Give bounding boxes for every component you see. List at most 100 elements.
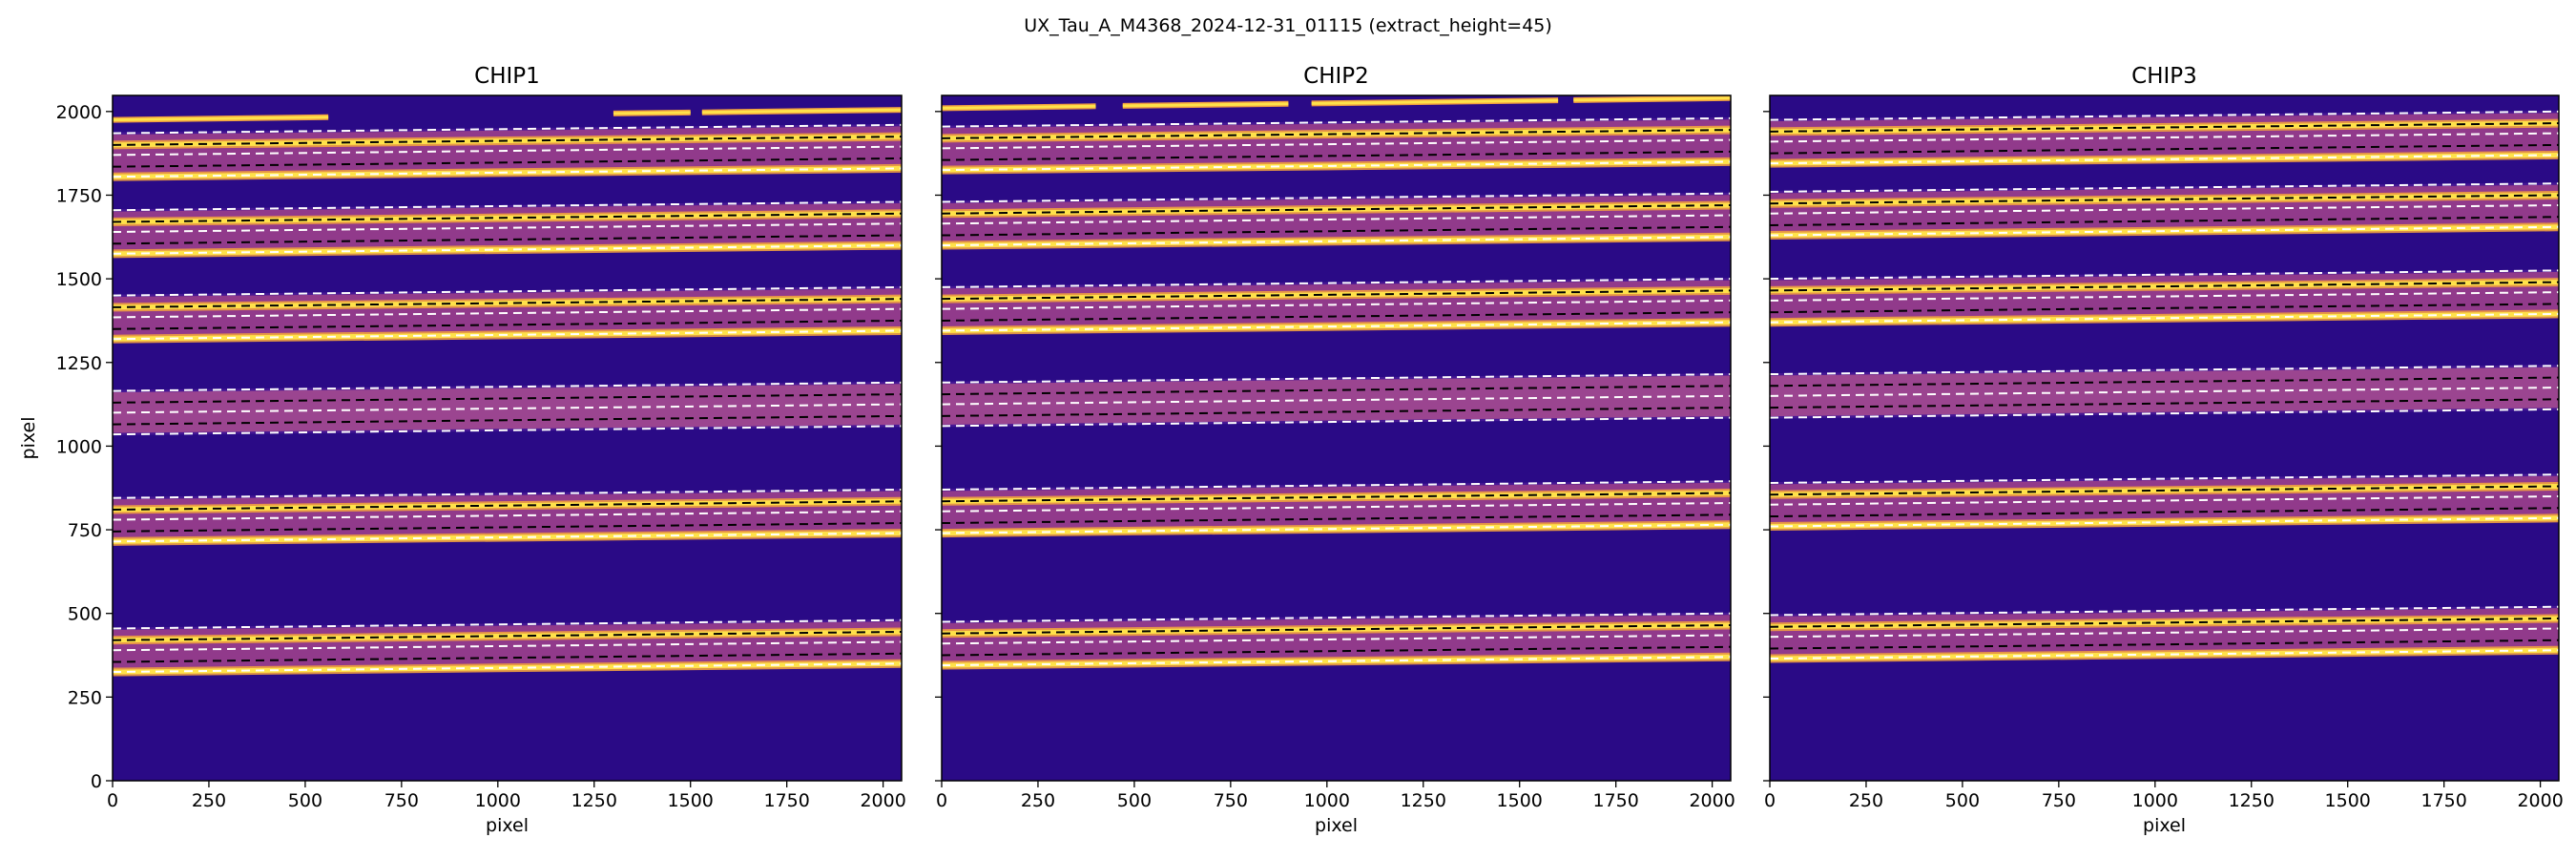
- x-tick-label: 500: [288, 790, 322, 811]
- x-tick-label: 0: [936, 790, 947, 811]
- extraction-line-1-2: [113, 510, 902, 521]
- extraction-line-0-2: [113, 640, 902, 652]
- extraction-line-5-2: [942, 138, 1731, 150]
- extraction-line-5-4: [1770, 110, 2559, 121]
- x-tick-label: 500: [1117, 790, 1152, 811]
- x-tick-label: 1000: [2132, 790, 2178, 811]
- extraction-line-4-2: [942, 214, 1731, 225]
- extraction-line-2-0: [113, 425, 902, 436]
- extraction-line-2-2: [113, 403, 902, 414]
- extraction-line-2-3: [113, 393, 902, 404]
- extraction-line-3-0: [113, 329, 902, 341]
- extraction-line-4-3: [113, 212, 902, 223]
- extraction-line-5-4: [113, 123, 902, 135]
- extraction-line-5-0: [113, 167, 902, 178]
- extraction-line-3-4: [942, 278, 1731, 288]
- y-tick-label: 1000: [56, 436, 102, 457]
- extraction-line-1-0: [113, 532, 902, 543]
- extraction-line-4-2: [1770, 203, 2559, 215]
- top-streak-3: [1573, 96, 1731, 102]
- extraction-line-2-1: [113, 414, 902, 426]
- extraction-line-0-4: [113, 618, 902, 630]
- extraction-line-2-4: [1770, 365, 2559, 376]
- x-tick-label: 1500: [1497, 790, 1543, 811]
- image-content: [1770, 110, 2559, 663]
- figure-suptitle: UX_Tau_A_M4368_2024-12-31_01115 (extract…: [1024, 15, 1552, 36]
- top-streak-2: [1311, 98, 1559, 105]
- x-tick-label: 750: [384, 790, 419, 811]
- extraction-line-5-1: [942, 150, 1731, 161]
- plot-frame: [1769, 94, 2560, 782]
- x-tick-label: 750: [2042, 790, 2076, 811]
- extraction-line-0-0: [1770, 649, 2559, 660]
- y-tick-label: 0: [91, 771, 102, 792]
- extraction-line-0-3: [1770, 617, 2559, 628]
- extraction-line-5-2: [113, 145, 902, 157]
- extraction-line-1-3: [1770, 485, 2559, 496]
- extraction-line-3-3: [113, 298, 902, 308]
- plot-frame: [112, 94, 903, 782]
- extraction-line-1-0: [1770, 516, 2559, 528]
- extraction-line-4-4: [942, 192, 1731, 203]
- x-tick-label: 250: [1021, 790, 1055, 811]
- x-tick-label: 1250: [571, 790, 617, 811]
- extraction-line-3-3: [942, 289, 1731, 301]
- image-content: [113, 107, 902, 677]
- x-tick-label: 1000: [1304, 790, 1350, 811]
- panel-title: CHIP2: [1303, 64, 1369, 89]
- x-tick-label: 2000: [860, 790, 905, 811]
- chart-panel-3: CHIP3 0 250 500 750 1000 1250 1500 1750 2000 pixel: [1763, 64, 2564, 836]
- extraction-line-0-3: [113, 630, 902, 641]
- extraction-line-4-2: [113, 222, 902, 234]
- x-tick-label: 0: [1764, 790, 1776, 811]
- x-axis-label: pixel: [1315, 815, 1358, 836]
- panel-title: CHIP1: [474, 64, 540, 89]
- extraction-line-1-3: [942, 492, 1731, 503]
- x-tick-label: 250: [192, 790, 226, 811]
- extraction-line-1-0: [942, 523, 1731, 534]
- extraction-line-1-2: [942, 502, 1731, 513]
- extraction-line-3-4: [1770, 269, 2559, 281]
- extraction-line-1-2: [1770, 495, 2559, 506]
- extraction-line-0-4: [942, 612, 1731, 623]
- extraction-line-0-4: [1770, 605, 2559, 617]
- x-tick-label: 250: [1849, 790, 1883, 811]
- y-tick-label: 2000: [56, 102, 102, 123]
- x-tick-label: 1250: [1401, 790, 1446, 811]
- y-tick-label: 250: [68, 687, 102, 708]
- extraction-line-5-3: [942, 129, 1731, 139]
- extraction-line-2-1: [942, 407, 1731, 417]
- x-tick-label: 1750: [763, 790, 809, 811]
- extraction-line-0-1: [942, 645, 1731, 657]
- extraction-line-4-4: [113, 200, 902, 212]
- x-axis-label: pixel: [486, 815, 529, 836]
- x-tick-label: 2000: [1689, 790, 1735, 811]
- extraction-line-4-1: [113, 234, 902, 245]
- y-tick-label: 750: [68, 520, 102, 541]
- panel-title: CHIP3: [2131, 64, 2197, 89]
- y-axis-label: pixel: [18, 417, 39, 460]
- top-streak-1: [613, 111, 691, 115]
- extraction-line-3-1: [113, 319, 902, 330]
- x-axis-label: pixel: [2143, 815, 2186, 836]
- extraction-line-3-0: [942, 321, 1731, 332]
- extraction-line-1-1: [942, 513, 1731, 525]
- top-streak-0: [113, 115, 329, 122]
- extraction-line-3-2: [1770, 291, 2559, 302]
- extraction-line-2-2: [1770, 387, 2559, 397]
- extraction-line-3-3: [1770, 281, 2559, 292]
- extraction-line-3-0: [1770, 312, 2559, 324]
- top-streak-1: [1122, 102, 1289, 108]
- extraction-line-3-1: [1770, 303, 2559, 314]
- extraction-line-3-1: [942, 311, 1731, 322]
- y-tick-label: 1500: [56, 269, 102, 290]
- extraction-line-4-0: [942, 236, 1731, 247]
- extraction-line-4-3: [1770, 194, 2559, 205]
- top-streak-0: [942, 104, 1096, 110]
- extraction-line-5-3: [113, 136, 902, 146]
- x-tick-label: 1500: [668, 790, 714, 811]
- extraction-line-1-4: [1770, 473, 2559, 484]
- y-tick-label: 1750: [56, 185, 102, 206]
- extraction-line-2-4: [942, 373, 1731, 384]
